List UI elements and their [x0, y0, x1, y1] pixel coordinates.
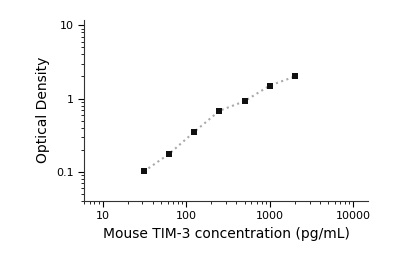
Point: [141, 169, 147, 174]
X-axis label: Mouse TIM-3 concentration (pg/mL): Mouse TIM-3 concentration (pg/mL): [102, 227, 350, 241]
Point: [241, 99, 248, 104]
Point: [266, 83, 273, 88]
Point: [191, 130, 198, 134]
Y-axis label: Optical Density: Optical Density: [36, 57, 50, 163]
Point: [216, 109, 222, 113]
Point: [166, 152, 172, 156]
Point: [292, 74, 298, 79]
